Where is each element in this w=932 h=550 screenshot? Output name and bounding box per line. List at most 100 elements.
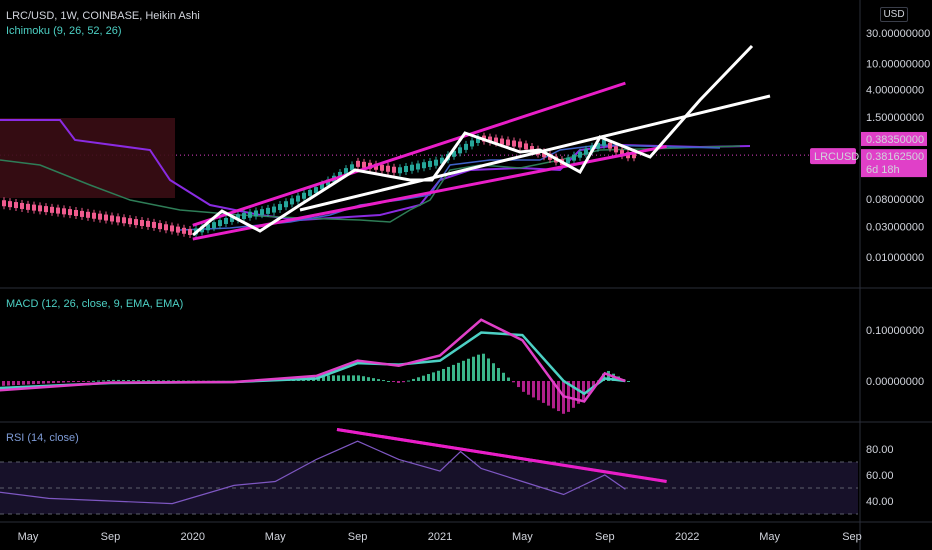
candle-body: [152, 221, 156, 228]
macd-histogram-bar: [2, 381, 5, 386]
macd-histogram-bar: [332, 375, 335, 381]
time-axis-label: Sep: [101, 531, 121, 543]
macd-histogram-bar: [132, 380, 135, 382]
macd-histogram-bar: [57, 381, 60, 383]
macd-histogram-bar: [157, 380, 160, 382]
time-axis-label: May: [759, 531, 780, 543]
candle-body: [584, 148, 588, 155]
price-axis-label: 1.50000000: [866, 112, 924, 124]
macd-histogram-bar: [407, 380, 410, 382]
candle-body: [230, 215, 234, 222]
macd-histogram-bar: [402, 381, 405, 383]
candle-body: [134, 219, 138, 226]
macd-histogram-bar: [452, 364, 455, 381]
macd-histogram-bar: [52, 381, 55, 384]
macd-histogram-bar: [7, 381, 10, 386]
macd-histogram-bar: [62, 381, 65, 383]
candle-body: [506, 139, 510, 146]
macd-histogram-bar: [587, 381, 590, 395]
candle-body: [494, 137, 498, 144]
macd-histogram-bar: [102, 380, 105, 382]
time-axis-label: Sep: [348, 531, 368, 543]
macd-histogram-bar: [447, 366, 450, 381]
candle-body: [338, 171, 342, 178]
rsi-pane[interactable]: [0, 428, 858, 515]
macd-histogram-bar: [577, 381, 580, 404]
price-axis-label: 0.08000000: [866, 194, 924, 206]
macd-histogram-bar: [487, 358, 490, 381]
macd-histogram-bar: [367, 377, 370, 381]
candle-body: [122, 217, 126, 224]
candle-body: [62, 208, 66, 215]
candle-body: [50, 206, 54, 213]
macd-histogram-bar: [552, 381, 555, 409]
symbol-tag-label: LRCUSD: [814, 151, 859, 163]
time-axis-label: May: [18, 531, 39, 543]
price-tag-box: [861, 131, 927, 146]
macd-histogram-bar: [477, 354, 480, 381]
macd-histogram-bar: [417, 377, 420, 381]
time-axis-label: Sep: [595, 531, 615, 543]
candle-body: [146, 220, 150, 227]
candle-body: [38, 205, 42, 212]
macd-histogram-bar: [107, 380, 110, 382]
price-pane[interactable]: [0, 44, 858, 241]
candle-body: [284, 201, 288, 208]
price-tag-label: 0.38350000: [866, 134, 924, 146]
macd-histogram-bar: [37, 381, 40, 384]
macd-histogram-bar: [462, 360, 465, 381]
candle-body: [176, 226, 180, 233]
candle-body: [80, 210, 84, 217]
macd-histogram-bar: [497, 368, 500, 381]
price-axis-label: 4.00000000: [866, 84, 924, 96]
candle-body: [350, 164, 354, 171]
candle-body: [110, 215, 114, 222]
macd-histogram-bar: [387, 380, 390, 382]
macd-histogram-bar: [47, 381, 50, 384]
macd-line: [0, 318, 626, 403]
macd-histogram-bar: [322, 375, 325, 381]
candle-body: [440, 157, 444, 164]
candle-body: [434, 159, 438, 166]
candle-body: [422, 162, 426, 169]
rsi-line: [0, 440, 626, 505]
macd-histogram-bar: [412, 378, 415, 381]
candle-body: [56, 207, 60, 214]
macd-histogram-bar: [337, 375, 340, 381]
candle-body: [362, 161, 366, 168]
white-trendline: [299, 94, 771, 212]
macd-histogram-bar: [92, 380, 95, 382]
macd-histogram-bar: [362, 376, 365, 381]
candle-body: [128, 218, 132, 225]
candle-body: [224, 217, 228, 224]
macd-histogram-bar: [167, 380, 170, 382]
macd-histogram-bar: [112, 379, 115, 381]
macd-pane[interactable]: [0, 318, 630, 414]
candle-body: [602, 139, 606, 146]
macd-axis-label: 0.10000000: [866, 325, 924, 337]
candle-body: [308, 189, 312, 196]
macd-histogram-bar: [72, 381, 75, 382]
candle-body: [254, 210, 258, 217]
symbol-tag-box: [810, 148, 856, 165]
candle-body: [566, 157, 570, 164]
macd-histogram-bar: [472, 356, 475, 381]
candle-body: [8, 201, 12, 208]
candle-body: [458, 147, 462, 154]
rsi-axis-label: 40.00: [866, 496, 894, 508]
macd-histogram-bar: [97, 380, 100, 382]
candle-body: [428, 160, 432, 167]
candle-body: [416, 163, 420, 170]
currency-badge[interactable]: USD: [880, 7, 908, 22]
legend-ichimoku: Ichimoku (9, 26, 52, 26): [6, 25, 122, 37]
macd-histogram-bar: [502, 372, 505, 381]
candle-body: [212, 222, 216, 229]
legend-rsi: RSI (14, close): [6, 432, 79, 444]
candle-body: [32, 204, 36, 211]
candle-body: [452, 150, 456, 157]
candle-body: [614, 146, 618, 153]
macd-histogram-bar: [557, 381, 560, 412]
macd-histogram-bar: [457, 362, 460, 381]
